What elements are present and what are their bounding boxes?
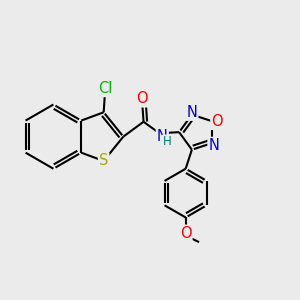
- Text: H: H: [163, 136, 172, 148]
- Text: Cl: Cl: [98, 81, 112, 96]
- Text: N: N: [186, 105, 197, 120]
- Text: N: N: [157, 128, 168, 143]
- Text: O: O: [212, 114, 223, 129]
- Text: N: N: [208, 138, 219, 153]
- Text: S: S: [99, 154, 108, 169]
- Text: O: O: [180, 226, 191, 241]
- Text: O: O: [136, 92, 148, 106]
